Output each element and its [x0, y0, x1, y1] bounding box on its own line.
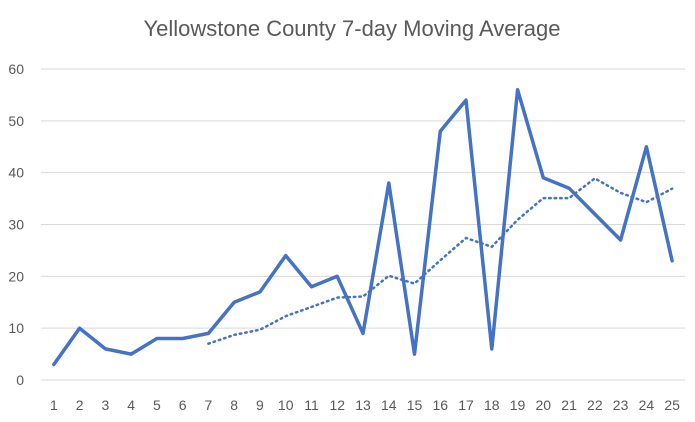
x-tick-label: 8 — [230, 397, 238, 413]
y-tick-label: 10 — [8, 320, 24, 336]
series-lines — [52, 87, 674, 367]
x-tick-label: 10 — [278, 397, 294, 413]
x-tick-label: 22 — [587, 397, 603, 413]
y-tick-label: 60 — [8, 61, 24, 77]
x-tick-label: 19 — [510, 397, 526, 413]
x-tick-label: 7 — [205, 397, 213, 413]
x-tick-label: 20 — [536, 397, 552, 413]
x-tick-label: 3 — [102, 397, 110, 413]
x-tick-label: 5 — [153, 397, 161, 413]
x-tick-label: 12 — [329, 397, 345, 413]
x-tick-label: 21 — [561, 397, 577, 413]
x-tick-label: 14 — [381, 397, 397, 413]
y-tick-label: 20 — [8, 268, 24, 284]
x-tick-label: 16 — [432, 397, 448, 413]
chart-title: Yellowstone County 7-day Moving Average — [143, 16, 560, 41]
x-tick-label: 17 — [458, 397, 474, 413]
x-tick-label: 6 — [179, 397, 187, 413]
x-tick-label: 18 — [484, 397, 500, 413]
moving-average-line — [207, 176, 674, 345]
y-axis-tick-labels: 0 10 20 30 40 50 60 — [8, 61, 24, 388]
x-tick-label: 25 — [664, 397, 680, 413]
x-tick-label: 13 — [355, 397, 371, 413]
x-tick-label: 1 — [50, 397, 58, 413]
x-tick-label: 24 — [639, 397, 655, 413]
y-tick-label: 30 — [8, 217, 24, 233]
x-tick-label: 2 — [76, 397, 84, 413]
x-tick-label: 11 — [304, 397, 319, 413]
y-tick-label: 0 — [16, 372, 24, 388]
daily-values-line — [52, 87, 674, 367]
y-tick-label: 40 — [8, 165, 24, 181]
x-tick-label: 9 — [256, 397, 264, 413]
y-tick-label: 50 — [8, 113, 24, 129]
x-axis-tick-labels: 1 2 3 4 5 6 7 8 9 10 11 12 13 14 15 16 17 18 19 20 21 22 23 24 2… — [50, 397, 680, 413]
x-tick-label: 23 — [613, 397, 629, 413]
gridlines — [41, 68, 685, 381]
x-tick-label: 4 — [127, 397, 135, 413]
x-tick-label: 15 — [407, 397, 423, 413]
